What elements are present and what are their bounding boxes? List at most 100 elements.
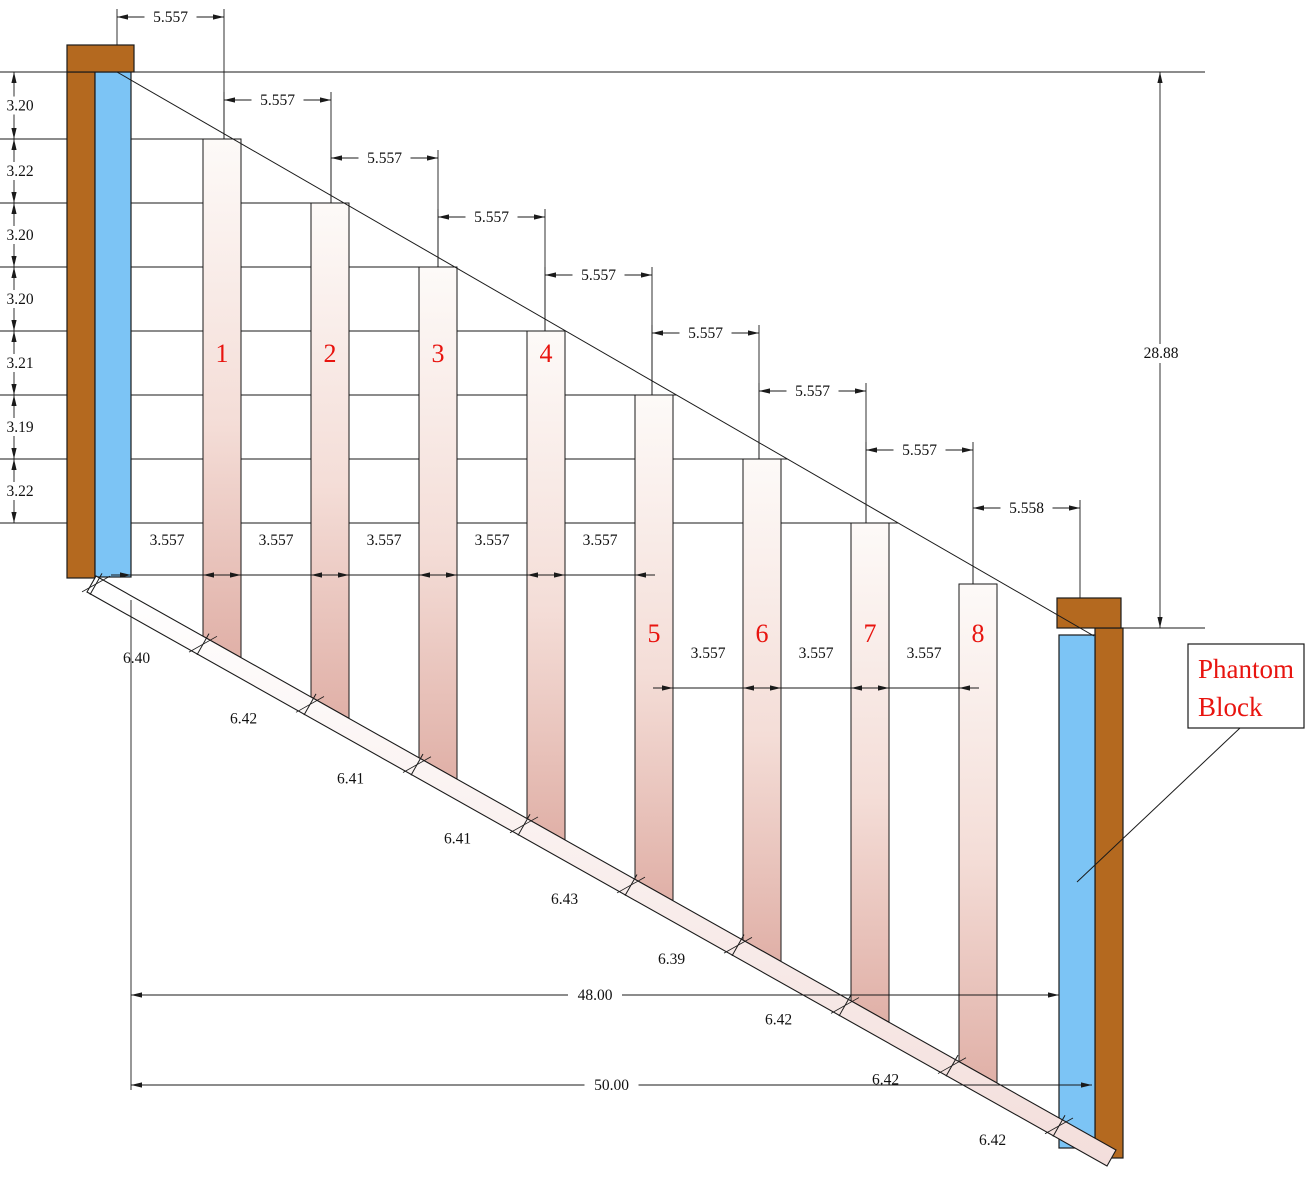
arrowhead (11, 267, 17, 278)
arrowhead (11, 192, 17, 203)
top-dim-1: 5.557 (153, 9, 188, 26)
arrowhead (320, 97, 331, 103)
arrowhead (11, 128, 17, 139)
baluster-8 (958, 583, 998, 1084)
arrowhead (770, 685, 781, 691)
top-rail-line (116, 71, 1095, 637)
arrowhead (748, 330, 759, 336)
arrowhead (11, 331, 17, 342)
right-post (1056, 597, 1124, 1159)
left-dim-6: 3.19 (6, 419, 33, 436)
rail (86, 575, 1117, 1167)
label-mask (568, 986, 622, 1004)
arrowhead (338, 572, 349, 578)
arrowhead (855, 388, 866, 394)
right-dim: 28.88 (1144, 345, 1179, 362)
slope-dim-2: 6.42 (230, 710, 257, 727)
phantom-label-line1: Phantom (1198, 654, 1294, 684)
baluster-7 (850, 522, 890, 1024)
top-dim-8: 5.557 (902, 442, 937, 459)
label-mask (0, 354, 40, 372)
slope-tick-tail (937, 1057, 967, 1074)
arrowhead (427, 155, 438, 161)
slope-tick-tail (723, 937, 753, 954)
slope-tick-tail (830, 997, 860, 1014)
label-mask (358, 149, 411, 167)
arrowhead (1069, 505, 1080, 511)
slope-tick-tail (1044, 1117, 1074, 1135)
label-mask (584, 1076, 639, 1094)
step-lines (0, 71, 1205, 524)
arrowhead (973, 505, 984, 511)
gap-dim-4: 3.557 (475, 532, 510, 549)
left-dim-1: 3.20 (6, 98, 33, 115)
slope-dim-6: 6.39 (658, 951, 685, 968)
label-mask (0, 96, 40, 115)
left-post-cap (66, 44, 135, 73)
arrowhead (131, 1082, 142, 1088)
arrowhead (1081, 1082, 1092, 1088)
gap-dimensions: 3.557 3.557 3.557 3.557 3.557 3.557 3.557 3.557 (111, 532, 979, 691)
left-post-wood (66, 71, 96, 579)
label-mask (0, 226, 40, 244)
slope-tick-tail (616, 876, 646, 894)
baluster-number-4: 4 (540, 339, 553, 368)
baluster-number-6: 6 (756, 619, 769, 648)
arrowhead (311, 572, 322, 578)
arrowhead (230, 572, 241, 578)
arrowhead (11, 139, 17, 150)
label-mask (0, 290, 40, 308)
arrowhead (554, 572, 565, 578)
bottom-rail (86, 575, 1117, 1167)
arrowhead (962, 447, 973, 453)
left-dimensions: 3.20 3.22 3.20 3.20 3.21 3.19 3.22 (0, 72, 40, 523)
arrowhead (527, 572, 538, 578)
arrowhead (878, 685, 889, 691)
label-mask (465, 208, 518, 226)
overall-dim-50: 50.00 (594, 1077, 629, 1094)
arrowhead (662, 685, 673, 691)
top-dim-7: 5.557 (795, 383, 830, 400)
gap-dim-3: 3.557 (367, 532, 402, 549)
slope-dim-5: 6.43 (551, 891, 578, 908)
arrowhead (11, 384, 17, 395)
arrowhead (224, 97, 235, 103)
arrowhead (743, 685, 754, 691)
top-dim-2: 5.557 (260, 92, 295, 109)
phantom-block-shape (1058, 634, 1096, 1149)
arrowhead (419, 572, 430, 578)
arrowhead (1157, 617, 1163, 628)
label-mask (893, 441, 946, 459)
arrowhead (131, 992, 142, 998)
arrowhead (331, 155, 342, 161)
top-dim-9: 5.558 (1009, 500, 1044, 517)
arrowhead (213, 14, 224, 20)
right-dimension: 28.88 (1123, 72, 1205, 629)
label-mask (1000, 499, 1053, 517)
top-dim-4: 5.557 (474, 209, 509, 226)
arrowhead (866, 447, 877, 453)
label-mask (0, 418, 40, 436)
phantom-label-box (1187, 643, 1305, 729)
baluster-number-1: 1 (216, 339, 229, 368)
baluster-1 (202, 138, 242, 659)
slope-tick-tail (188, 635, 218, 653)
baluster-2 (310, 202, 350, 720)
arrowhead (120, 572, 131, 578)
gap-dim-8: 3.557 (907, 645, 942, 662)
arrowhead (11, 203, 17, 214)
slope-dimensions: 6.40 6.42 6.41 6.41 6.43 6.39 6.42 6.42 6.42 (81, 573, 1074, 1149)
arrowhead (545, 272, 556, 278)
top-dim-5: 5.557 (581, 267, 616, 284)
left-post (66, 44, 135, 579)
phantom-callout: Phantom Block (1076, 643, 1305, 883)
arrowhead (1157, 72, 1163, 83)
diagonal-line (116, 71, 1095, 637)
right-post-cap (1056, 597, 1122, 629)
arrowhead (11, 72, 17, 83)
phantom-label-line2: Block (1198, 692, 1263, 722)
left-block (94, 71, 132, 578)
arrowhead (11, 448, 17, 459)
